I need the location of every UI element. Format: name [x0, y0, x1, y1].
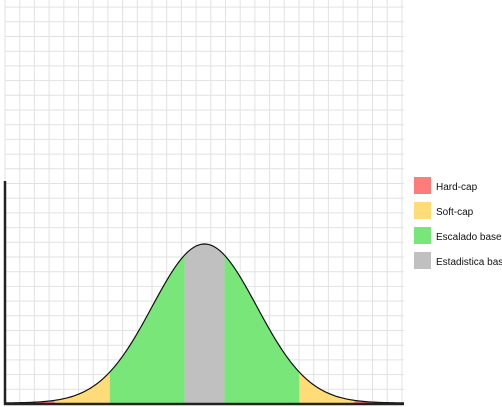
- band-soft-cap: [54, 372, 110, 403]
- legend-item: Hard-cap: [414, 177, 478, 194]
- legend-label: Hard-cap: [436, 182, 478, 193]
- band-soft-cap: [299, 372, 355, 403]
- legend-item: Estadistica base: [414, 252, 502, 269]
- legend-swatch: [414, 252, 431, 269]
- legend-swatch: [414, 177, 431, 194]
- band-estadistica-base: [184, 244, 225, 403]
- band-escalado-base: [224, 255, 300, 403]
- legend-label: Soft-cap: [436, 207, 474, 218]
- legend-swatch: [414, 227, 431, 244]
- legend-swatch: [414, 202, 431, 219]
- legend-label: Escalado base: [436, 232, 502, 243]
- legend-label: Estadistica base: [436, 257, 502, 268]
- curve-areas: [24, 244, 385, 403]
- legend: Hard-cap Soft-cap Escalado base Estadist…: [414, 177, 502, 269]
- legend-item: Escalado base: [414, 227, 502, 244]
- band-escalado-base: [109, 255, 185, 403]
- legend-item: Soft-cap: [414, 202, 474, 219]
- curve-line: [4, 243, 405, 404]
